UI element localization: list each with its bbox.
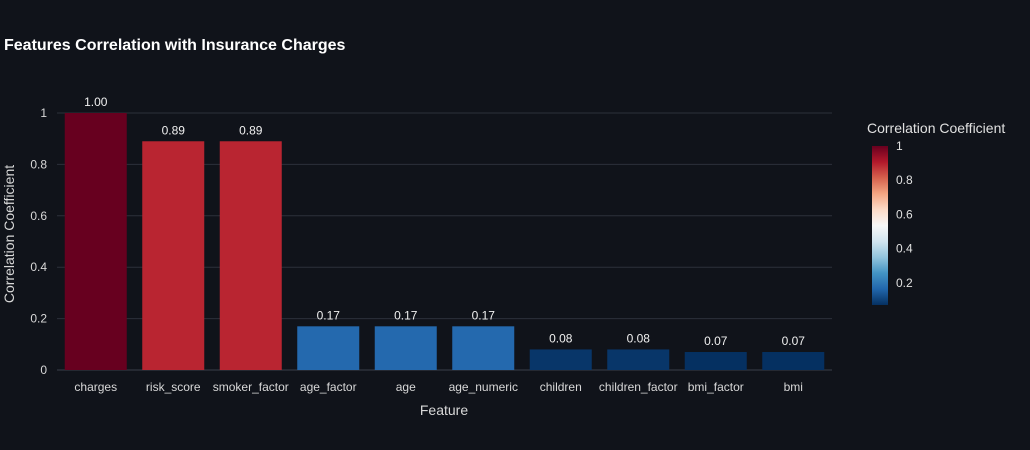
bars: 1.00 0.89 0.89 0.17 0.17 0.17 0.08 0.08 0.07 0.07 (64, 95, 825, 370)
chart-title: Features Correlation with Insurance Char… (4, 37, 346, 54)
colorbar-legend: Correlation Coefficient 0.2 0.4 0.6 0.8 1 (867, 120, 1005, 305)
y-tick-label: 0 (40, 363, 47, 377)
bar-bmi_factor (684, 352, 747, 370)
data-label-charges: 1.00 (84, 95, 108, 109)
x-tick-label: children (540, 380, 582, 394)
bar-age_numeric (452, 326, 515, 370)
x-tick-label: smoker_factor (213, 380, 289, 394)
x-tick-label: age_numeric (449, 380, 518, 394)
y-tick-label: 0.8 (30, 157, 47, 171)
x-tick-label: risk_score (146, 380, 201, 394)
x-tick-label: bmi_factor (688, 380, 744, 394)
colorbar-tick-label: 1 (896, 139, 903, 153)
y-axis-title: Correlation Coefficient (1, 165, 17, 303)
data-label-age_numeric: 0.17 (472, 308, 496, 322)
data-label-age: 0.17 (394, 308, 418, 322)
x-tick-label: charges (74, 380, 117, 394)
data-label-children: 0.08 (549, 331, 573, 345)
x-tick-label: children_factor (599, 380, 678, 394)
colorbar-tick-label: 0.4 (896, 242, 913, 256)
bar-age (374, 326, 437, 370)
data-label-children_factor: 0.08 (627, 331, 651, 345)
x-axis-title: Feature (420, 402, 468, 418)
colorbar-tick-label: 0.2 (896, 276, 913, 290)
data-label-bmi: 0.07 (782, 334, 806, 348)
bar-charges (64, 113, 127, 370)
data-label-smoker_factor: 0.89 (239, 123, 263, 137)
x-tick-label: age_factor (300, 380, 357, 394)
colorbar-title: Correlation Coefficient (867, 120, 1005, 136)
y-tick-label: 1 (40, 106, 47, 120)
bar-children (529, 349, 592, 370)
data-label-age_factor: 0.17 (317, 308, 341, 322)
x-tick-label: bmi (784, 380, 803, 394)
bar-children_factor (607, 349, 670, 370)
bar-smoker_factor (219, 141, 282, 370)
colorbar (872, 146, 888, 305)
data-label-bmi_factor: 0.07 (704, 334, 728, 348)
colorbar-tick-label: 0.8 (896, 173, 913, 187)
bar-age_factor (297, 326, 360, 370)
y-tick-label: 0.2 (30, 312, 47, 326)
y-tick-label: 0.6 (30, 209, 47, 223)
y-tick-labels: 0 0.2 0.4 0.6 0.8 1 (30, 106, 47, 377)
y-tick-label: 0.4 (30, 260, 47, 274)
x-tick-labels: charges risk_score smoker_factor age_factor… (74, 380, 803, 394)
x-tick-label: age (396, 380, 416, 394)
bar-bmi (762, 352, 825, 370)
data-label-risk_score: 0.89 (162, 123, 186, 137)
bar-risk_score (142, 141, 205, 370)
colorbar-tick-label: 0.6 (896, 207, 913, 221)
